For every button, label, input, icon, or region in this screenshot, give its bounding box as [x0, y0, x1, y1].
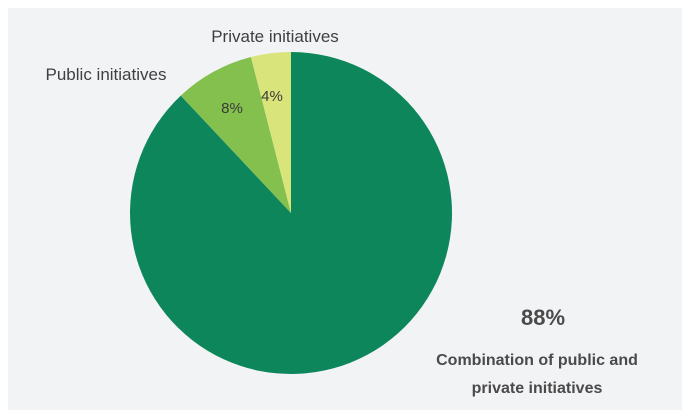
slice-1-category-label-line-2: private initiatives [472, 380, 603, 397]
slice-2-value-label: 8% [221, 100, 243, 117]
pie-slices [130, 52, 453, 374]
pie-slice-3 [250, 52, 291, 213]
slice-2-category-label: Public initiatives [46, 65, 167, 84]
slice-1-category-label-line-1: Combination of public and [436, 352, 638, 369]
pie-slice-2 [180, 57, 291, 214]
pie-slice-1 [130, 52, 453, 374]
slice-3-category-label: Private initiatives [211, 27, 339, 46]
pie-labels: 88% Combination of public and private init… [46, 27, 638, 397]
slice-3-value-label: 4% [261, 88, 283, 105]
slice-1-value-label: 88% [521, 305, 565, 330]
